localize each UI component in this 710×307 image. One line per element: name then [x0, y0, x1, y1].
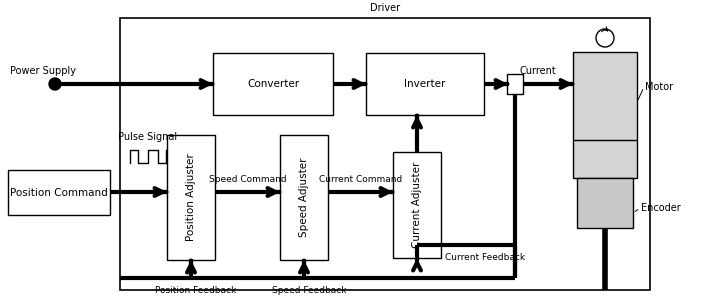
Bar [393, 152, 441, 258]
Bar [120, 18, 650, 290]
Text: Speed Feedback: Speed Feedback [272, 286, 346, 295]
Text: Pulse Signal: Pulse Signal [119, 132, 178, 142]
Text: Inverter: Inverter [404, 79, 446, 89]
Bar [280, 135, 328, 260]
Text: Current: Current [520, 66, 557, 76]
Bar [8, 170, 110, 215]
Circle shape [49, 78, 61, 90]
Bar [366, 53, 484, 115]
Text: Driver: Driver [370, 3, 400, 13]
Text: Current Command: Current Command [319, 175, 402, 184]
Circle shape [596, 29, 614, 47]
Text: Position Adjuster: Position Adjuster [186, 154, 196, 241]
Text: Current Feedback: Current Feedback [445, 253, 525, 262]
Bar [573, 52, 637, 178]
Bar [577, 178, 633, 228]
Text: Speed Adjuster: Speed Adjuster [299, 158, 309, 237]
Bar [213, 53, 333, 115]
Text: Position Command: Position Command [10, 188, 108, 197]
Text: Converter: Converter [247, 79, 299, 89]
Bar [167, 135, 215, 260]
Text: Current Adjuster: Current Adjuster [412, 162, 422, 248]
Text: Encoder: Encoder [641, 203, 681, 213]
Bar [507, 74, 523, 94]
Text: Motor: Motor [645, 82, 673, 92]
Text: Speed Command: Speed Command [209, 175, 286, 184]
Text: Power Supply: Power Supply [10, 66, 76, 76]
Text: Position Feedback: Position Feedback [155, 286, 236, 295]
